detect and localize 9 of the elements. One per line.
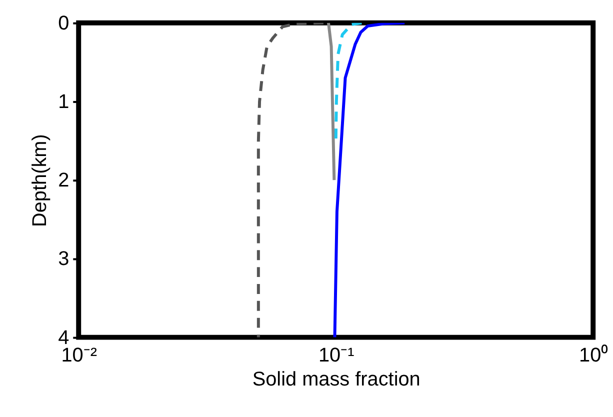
y-tick-label: 0 <box>58 12 70 34</box>
y-tick-label: 2 <box>58 170 70 192</box>
x-tick-label: 10⁰ <box>579 344 608 367</box>
x-axis-title: Solid mass fraction <box>252 368 420 391</box>
y-tick-label: 1 <box>58 90 70 113</box>
y-tick-label: 3 <box>58 248 70 270</box>
y-axis-title: Depth(km) <box>29 134 52 228</box>
line-series <box>326 22 336 182</box>
x-tick-label: 10⁻¹ <box>318 344 355 367</box>
